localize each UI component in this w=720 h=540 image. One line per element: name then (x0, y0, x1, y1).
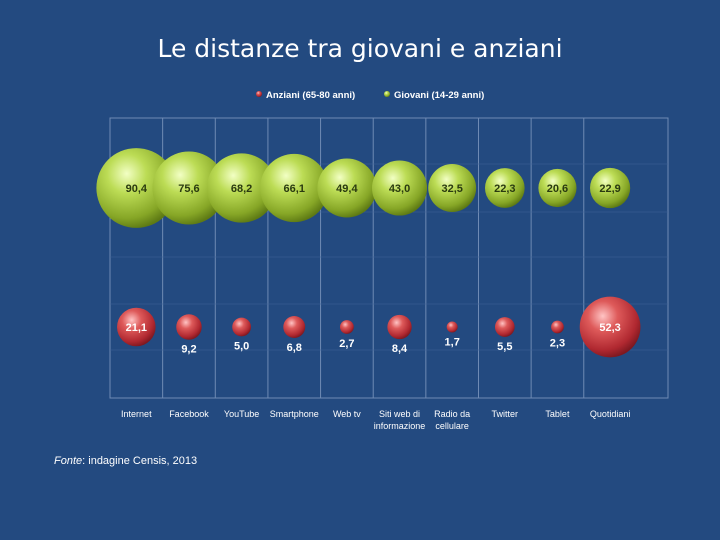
data-label-anziani: 5,5 (497, 341, 512, 353)
source-text: : indagine Censis, 2013 (82, 455, 198, 467)
category-label: Tablet (545, 409, 570, 419)
source-label: Fonte (54, 455, 83, 467)
bubble-giovani (206, 153, 277, 223)
bubble-giovani (484, 168, 525, 208)
bubble-anziani (176, 314, 202, 340)
bubble-giovani (589, 167, 631, 209)
category-label: YouTube (224, 409, 259, 419)
data-label-anziani: 8,4 (392, 343, 408, 355)
bubble-anziani (387, 314, 412, 340)
data-label-anziani: 2,7 (339, 338, 354, 350)
bubble-giovani (152, 151, 226, 225)
bubble-giovani (260, 153, 329, 223)
legend-marker-giovani (384, 91, 390, 97)
bubble-anziani (117, 307, 156, 347)
bubble-giovani (538, 168, 577, 208)
data-label-giovani: 22,3 (494, 183, 515, 195)
bubble-giovani (96, 148, 177, 228)
category-label: Facebook (169, 409, 209, 419)
chart-title: Le distanze tra giovani e anziani (157, 34, 563, 63)
category-label: Smartphone (270, 409, 319, 419)
legend-label-anziani: Anziani (65-80 anni) (266, 90, 355, 101)
legend-marker-anziani (256, 91, 262, 97)
source-note: Fonte: indagine Censis, 2013 (54, 455, 197, 467)
data-label-giovani: 68,2 (231, 183, 252, 195)
legend: Anziani (65-80 anni) Giovani (14-29 anni… (256, 90, 484, 101)
data-label-anziani: 5,0 (234, 340, 249, 352)
bubble-anziani (579, 296, 641, 358)
data-label-anziani: 52,3 (599, 322, 620, 334)
category-label: Twitter (492, 409, 519, 419)
bubble-giovani (317, 158, 377, 218)
data-label-giovani: 49,4 (336, 183, 358, 195)
bubble-anziani (446, 321, 458, 333)
data-label-anziani: 1,7 (445, 336, 460, 348)
category-label: Siti web di (379, 409, 420, 419)
legend-label-giovani: Giovani (14-29 anni) (394, 90, 484, 101)
category-label: Quotidiani (590, 409, 631, 419)
category-label: Radio da (434, 409, 470, 419)
category-label: informazione (374, 421, 426, 431)
data-label-giovani: 22,9 (599, 183, 620, 195)
data-label-anziani: 21,1 (126, 322, 147, 334)
category-label: Web tv (333, 409, 361, 419)
plot-area (109, 117, 669, 399)
bubble-giovani (428, 164, 477, 212)
category-label: cellulare (435, 421, 469, 431)
bubble-anziani (283, 316, 306, 338)
bubble-anziani (232, 317, 251, 337)
data-label-giovani: 43,0 (389, 183, 410, 195)
category-label: Internet (121, 409, 152, 419)
data-label-giovani: 90,4 (126, 183, 148, 195)
bubble-anziani (494, 317, 515, 337)
bubble-anziani (551, 320, 564, 334)
data-label-anziani: 9,2 (181, 344, 196, 356)
bubble-anziani (339, 320, 354, 334)
data-label-giovani: 32,5 (441, 183, 462, 195)
data-label-giovani: 75,6 (178, 183, 199, 195)
data-label-giovani: 20,6 (547, 183, 568, 195)
data-label-giovani: 66,1 (284, 183, 305, 195)
bubble-giovani (371, 160, 428, 216)
data-label-anziani: 6,8 (287, 342, 302, 354)
data-label-anziani: 2,3 (550, 337, 565, 349)
